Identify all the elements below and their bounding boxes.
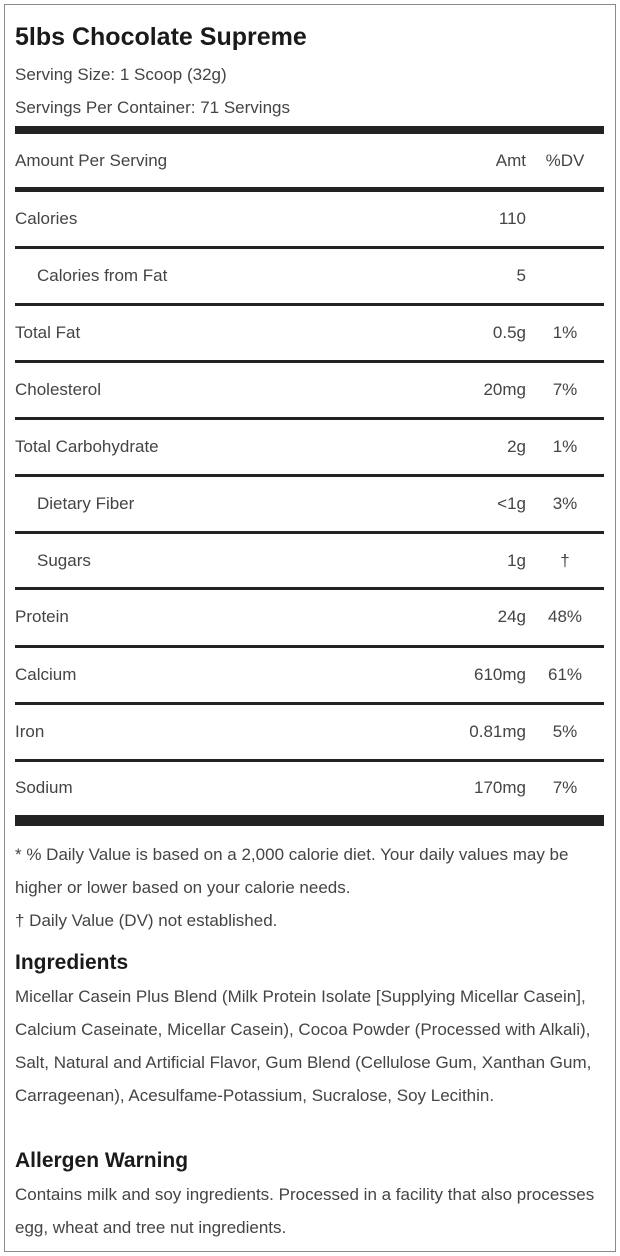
nutrient-name: Total Fat	[15, 323, 81, 342]
header-amount-per-serving: Amount Per Serving	[15, 151, 168, 170]
nutrient-name: Sugars	[37, 551, 91, 570]
thick-divider-top	[15, 126, 604, 134]
row-divider	[15, 759, 604, 762]
nutrient-name: Calories from Fat	[37, 266, 168, 285]
nutrient-name: Dietary Fiber	[37, 494, 135, 513]
nutrient-amount: 5	[516, 266, 526, 285]
serving-size: Serving Size: 1 Scoop (32g)	[15, 65, 227, 84]
nutrient-amount: 24g	[497, 607, 526, 626]
row-divider	[15, 474, 604, 477]
nutrient-amount: 0.81mg	[469, 722, 526, 741]
nutrient-amount: <1g	[497, 494, 526, 513]
nutrient-amount: 610mg	[474, 665, 526, 684]
table-row: Protein 24g 48%	[15, 589, 604, 645]
nutrient-dv: 1%	[552, 437, 578, 456]
table-header: Amount Per Serving Amt %DV	[15, 133, 604, 189]
row-divider	[15, 303, 604, 306]
allergen-text: Contains milk and soy ingredients. Proce…	[15, 1185, 595, 1237]
nutrient-dv: 1%	[552, 323, 578, 342]
nutrient-name: Cholesterol	[15, 380, 101, 399]
table-row: Sodium 170mg 7%	[15, 760, 604, 816]
nutrient-name: Total Carbohydrate	[15, 437, 159, 456]
nutrient-dv: 3%	[552, 494, 578, 513]
row-divider	[15, 645, 604, 648]
nutrient-dv: 61%	[547, 665, 583, 684]
table-row: Iron 0.81mg 5%	[15, 704, 604, 760]
table-row: Total Carbohydrate 2g 1%	[15, 419, 604, 475]
allergen-heading: Allergen Warning	[15, 1149, 189, 1172]
nutrient-name: Calories	[15, 209, 78, 228]
row-divider	[15, 531, 604, 534]
nutrient-amount: 0.5g	[492, 323, 526, 342]
nutrient-amount: 1g	[507, 551, 526, 570]
row-divider	[15, 702, 604, 705]
thick-divider-bottom	[15, 815, 604, 826]
product-title: 5lbs Chocolate Supreme	[15, 23, 307, 51]
ingredients-heading: Ingredients	[15, 951, 129, 974]
nutrient-name: Protein	[15, 607, 69, 626]
row-divider	[15, 246, 604, 249]
table-row: Calories from Fat 5	[15, 248, 604, 304]
nutrient-dv: 48%	[547, 607, 583, 626]
nutrient-dv: 7%	[552, 380, 578, 399]
nutrient-dv: 7%	[552, 778, 578, 797]
nutrient-amount: 2g	[507, 437, 526, 456]
ingredients-text: Micellar Casein Plus Blend (Milk Protein…	[15, 987, 592, 1105]
nutrition-facts-panel: 5lbs Chocolate Supreme Serving Size: 1 S…	[4, 4, 616, 1252]
row-divider	[15, 360, 604, 363]
nutrient-name: Iron	[15, 722, 45, 741]
nutrient-name: Sodium	[15, 778, 73, 797]
dv-not-established-footnote: † Daily Value (DV) not established.	[15, 911, 278, 930]
header-divider	[15, 187, 604, 192]
table-row: Total Fat 0.5g 1%	[15, 305, 604, 361]
nutrient-dv: 5%	[552, 722, 578, 741]
table-row: Dietary Fiber <1g 3%	[15, 476, 604, 532]
daily-value-footnote: * % Daily Value is based on a 2,000 calo…	[15, 845, 569, 897]
table-row: Sugars 1g †	[15, 533, 604, 589]
table-row: Cholesterol 20mg 7%	[15, 362, 604, 418]
nutrient-dv: †	[560, 551, 570, 570]
header-amt: Amt	[495, 151, 526, 170]
table-row: Calories 110	[15, 191, 604, 247]
row-divider	[15, 417, 604, 420]
nutrient-amount: 20mg	[483, 380, 526, 399]
nutrient-amount: 110	[498, 209, 526, 228]
table-row: Calcium 610mg 61%	[15, 647, 604, 703]
row-divider	[15, 587, 604, 590]
header-dv: %DV	[545, 151, 585, 170]
nutrient-name: Calcium	[15, 665, 77, 684]
nutrient-amount: 170mg	[474, 778, 526, 797]
servings-per-container: Servings Per Container: 71 Servings	[15, 98, 290, 117]
